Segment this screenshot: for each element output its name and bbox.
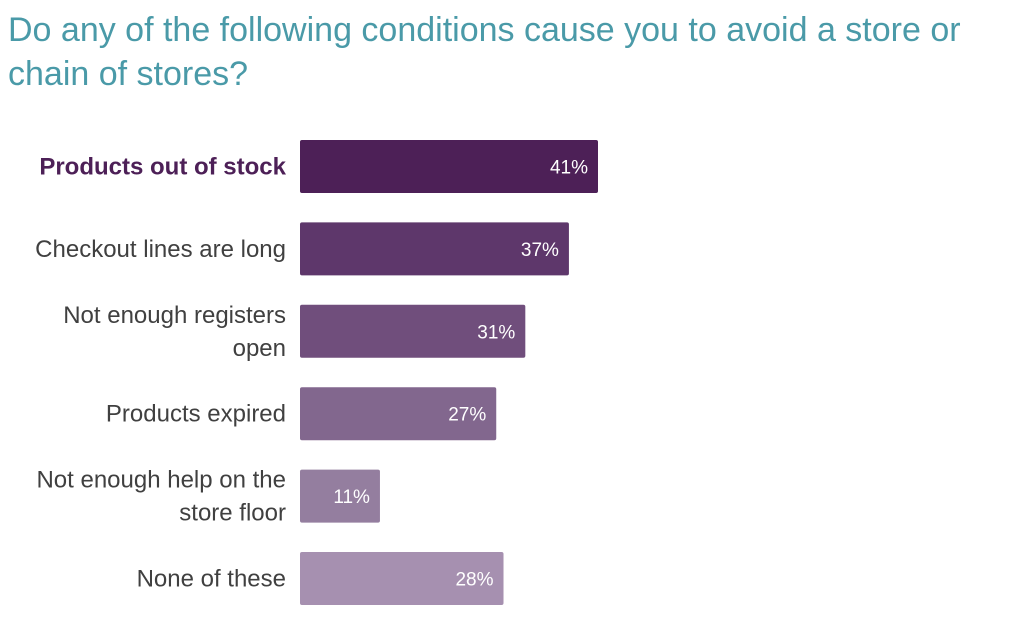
category-label: store floor	[179, 500, 286, 527]
bar-5	[300, 469, 380, 523]
category-label: Not enough registers	[63, 302, 286, 329]
bar-4	[300, 387, 497, 441]
bar-2	[300, 222, 569, 276]
bar-3	[300, 304, 526, 358]
bar-value-label: 41%	[550, 158, 588, 179]
bar-value-label: 28%	[455, 570, 493, 591]
category-label: Products expired	[106, 401, 286, 428]
category-label: Not enough help on the	[36, 467, 286, 494]
bar-6	[300, 552, 504, 605]
category-label: Checkout lines are long	[35, 236, 286, 263]
category-label: None of these	[137, 566, 286, 593]
bar-1	[300, 140, 598, 193]
chart-title: Do any of the following conditions cause…	[8, 11, 961, 93]
category-label: Products out of stock	[39, 154, 286, 181]
bar-value-label: 31%	[477, 322, 515, 343]
bar-value-label: 11%	[333, 487, 370, 508]
bar-value-label: 37%	[521, 240, 559, 261]
category-label: open	[233, 335, 286, 362]
bar-value-label: 27%	[448, 405, 486, 426]
